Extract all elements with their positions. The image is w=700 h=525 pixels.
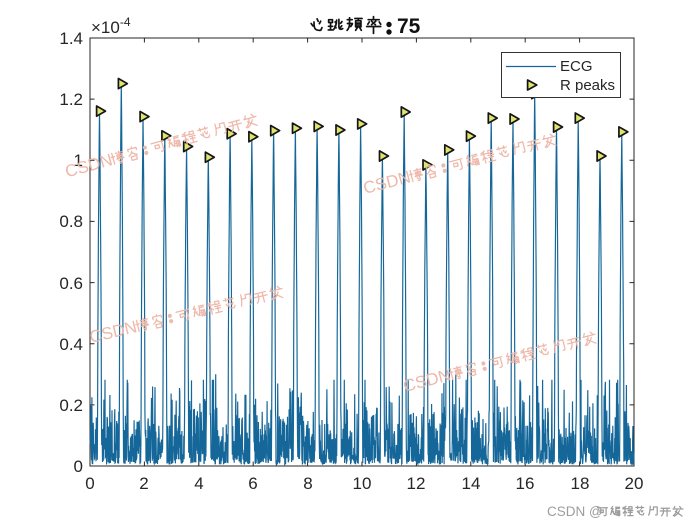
svg-text:CSDN @: CSDN @	[547, 504, 603, 519]
svg-text:18: 18	[571, 474, 590, 493]
svg-text:0: 0	[85, 474, 94, 493]
svg-text:0.6: 0.6	[59, 274, 83, 293]
svg-text:0: 0	[74, 457, 83, 476]
svg-text:0.2: 0.2	[59, 396, 83, 415]
svg-text:1.4: 1.4	[59, 29, 83, 48]
svg-text:10: 10	[353, 474, 372, 493]
svg-text:0.8: 0.8	[59, 212, 83, 231]
svg-text:2: 2	[139, 474, 148, 493]
svg-text:4: 4	[194, 474, 203, 493]
svg-text:R peaks: R peaks	[560, 77, 615, 94]
svg-text:1.2: 1.2	[59, 90, 83, 109]
svg-text:1: 1	[74, 151, 83, 170]
svg-text:14: 14	[462, 474, 481, 493]
svg-text:12: 12	[407, 474, 426, 493]
svg-text:0.4: 0.4	[59, 335, 83, 354]
svg-text:20: 20	[625, 474, 644, 493]
svg-text:ECG: ECG	[560, 58, 593, 75]
svg-text:75: 75	[397, 15, 421, 38]
svg-text:6: 6	[248, 474, 257, 493]
svg-text:16: 16	[516, 474, 535, 493]
svg-text:8: 8	[303, 474, 312, 493]
